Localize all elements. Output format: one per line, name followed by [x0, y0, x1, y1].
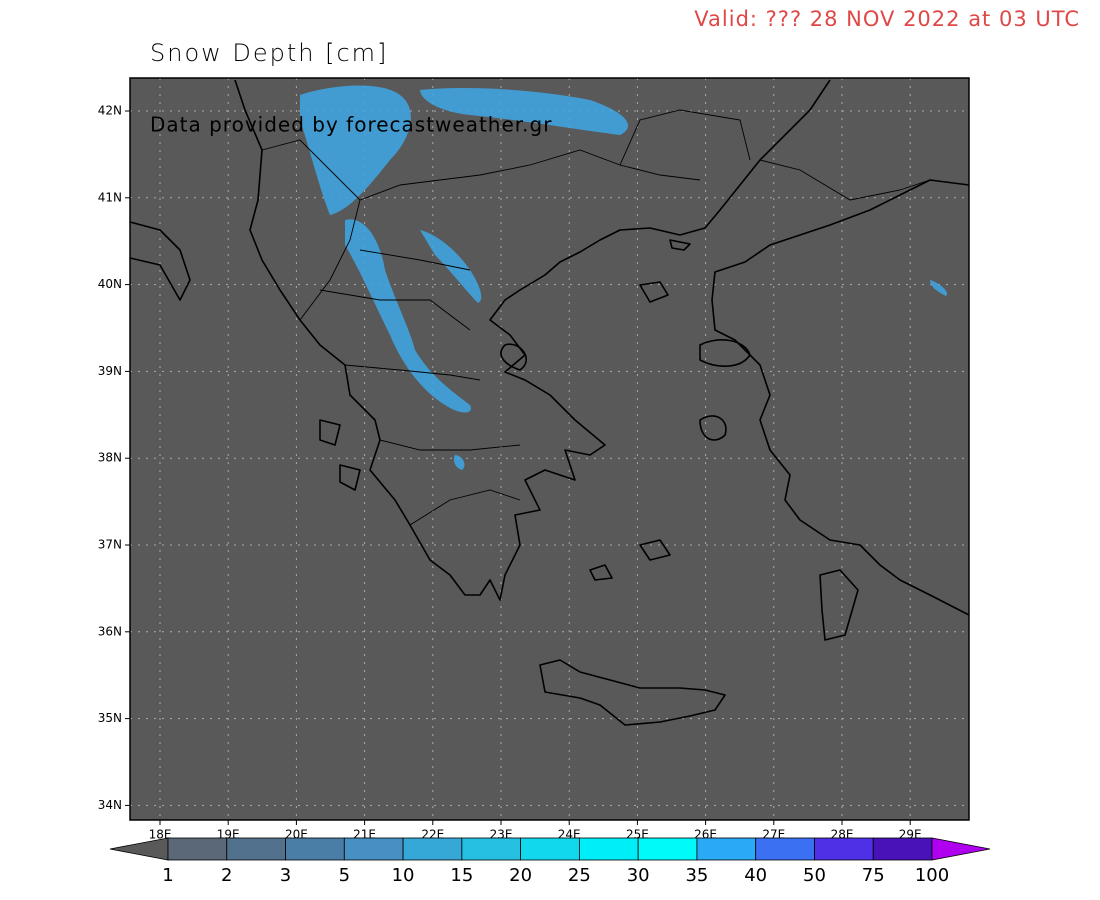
colorbar-label: 15	[450, 865, 473, 886]
colorbar-segment	[461, 837, 522, 861]
colorbar-segment	[637, 837, 698, 861]
colorbar-segment	[755, 837, 815, 861]
map-title: Snow Depth [cm]	[150, 39, 388, 67]
lat-label: 36N	[98, 624, 122, 638]
colorbar-label: 30	[627, 865, 650, 886]
colorbar-label: 2	[221, 865, 232, 886]
colorbar-segment	[872, 837, 933, 861]
map-panel: Data provided by forecastweather.gr	[129, 77, 970, 821]
colorbar-segment	[402, 837, 463, 861]
colorbar-label: 5	[339, 865, 350, 886]
colorbar: 1 2 3 5 10 15 20 25 30 35 40 50 75 100	[109, 837, 991, 886]
lat-label: 39N	[98, 364, 122, 378]
map-background	[130, 78, 969, 820]
colorbar-segment	[696, 837, 757, 861]
colorbar-over	[931, 837, 991, 861]
lat-label: 40N	[98, 277, 122, 291]
colorbar-segment	[285, 837, 345, 861]
data-credit: Data provided by forecastweather.gr	[150, 113, 552, 137]
colorbar-segment	[167, 837, 228, 861]
lat-label: 37N	[98, 538, 122, 552]
colorbar-label: 25	[568, 865, 591, 886]
lat-label: 42N	[98, 104, 122, 118]
colorbar-segment	[814, 837, 874, 861]
colorbar-segment	[578, 837, 639, 861]
colorbar-segment	[343, 837, 404, 861]
borders	[261, 109, 931, 526]
colorbar-label: 100	[915, 865, 949, 886]
valid-time: Valid: ??? 28 NOV 2022 at 03 UTC	[694, 7, 1080, 31]
colorbar-label: 40	[744, 865, 767, 886]
lon-label: 18E	[149, 828, 172, 842]
colorbar-label: 50	[803, 865, 826, 886]
colorbar-label: 75	[862, 865, 885, 886]
colorbar-segment	[226, 837, 286, 861]
colorbar-label: 20	[509, 865, 532, 886]
lat-label: 41N	[98, 190, 122, 204]
colorbar-label: 35	[685, 865, 708, 886]
colorbar-label: 3	[280, 865, 291, 886]
colorbar-segment	[520, 837, 580, 861]
lat-label: 34N	[98, 798, 122, 812]
lat-label: 38N	[98, 451, 122, 465]
map-frame	[129, 77, 970, 821]
colorbar-label: 1	[162, 865, 173, 886]
lat-label: 35N	[98, 711, 122, 725]
colorbar-label: 10	[392, 865, 415, 886]
